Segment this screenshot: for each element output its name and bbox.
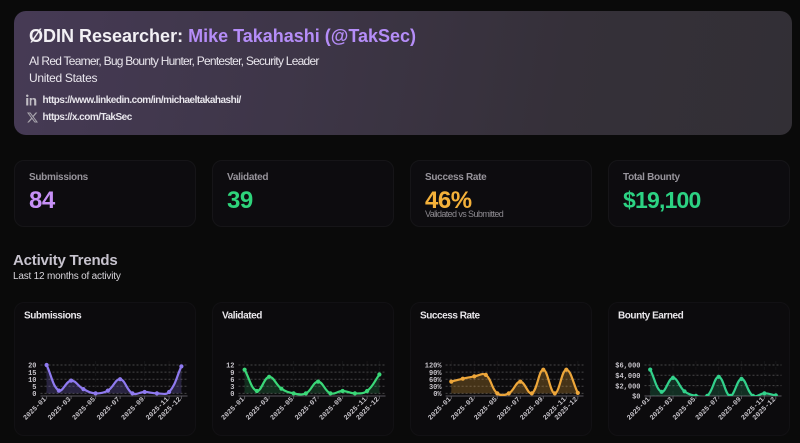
svg-text:9: 9	[230, 369, 234, 377]
svg-text:2025-07: 2025-07	[694, 395, 720, 421]
svg-text:Validated: Validated	[222, 310, 262, 321]
svg-text:12: 12	[226, 362, 234, 370]
svg-text:2025-01: 2025-01	[22, 395, 48, 421]
svg-text:Success Rate: Success Rate	[420, 310, 481, 321]
svg-text:2025-05: 2025-05	[269, 395, 295, 421]
svg-text:2025-05: 2025-05	[672, 395, 698, 421]
svg-text:2025-03: 2025-03	[47, 395, 73, 421]
svg-text:Submissions: Submissions	[24, 310, 82, 321]
svg-text:0: 0	[230, 391, 234, 399]
svg-text:15: 15	[28, 369, 36, 377]
svg-text:20: 20	[28, 362, 36, 370]
svg-text:5: 5	[32, 384, 36, 392]
svg-text:0: 0	[32, 391, 36, 399]
svg-text:2025-03: 2025-03	[649, 395, 675, 421]
svg-text:$0: $0	[632, 393, 640, 401]
svg-text:3: 3	[230, 384, 234, 392]
svg-text:120%: 120%	[425, 362, 443, 370]
svg-text:2025-03: 2025-03	[450, 395, 476, 421]
svg-text:$4,000: $4,000	[615, 373, 640, 381]
svg-text:2025-07: 2025-07	[294, 395, 320, 421]
svg-text:$6,000: $6,000	[615, 362, 640, 370]
svg-text:2025-03: 2025-03	[245, 395, 271, 421]
svg-text:60%: 60%	[429, 376, 442, 384]
svg-text:2025-07: 2025-07	[96, 395, 122, 421]
svg-text:Bounty Earned: Bounty Earned	[618, 310, 684, 321]
svg-text:6: 6	[230, 376, 234, 384]
svg-text:10: 10	[28, 376, 36, 384]
svg-text:2025-05: 2025-05	[71, 395, 97, 421]
svg-text:2025-09: 2025-09	[717, 395, 743, 421]
svg-text:2025-07: 2025-07	[496, 395, 522, 421]
svg-text:0%: 0%	[433, 391, 442, 399]
svg-text:90%: 90%	[429, 369, 442, 377]
svg-text:2025-01: 2025-01	[427, 395, 453, 421]
svg-text:$2,000: $2,000	[615, 383, 640, 391]
svg-text:30%: 30%	[429, 384, 442, 392]
svg-text:2025-09: 2025-09	[519, 395, 545, 421]
svg-text:2025-01: 2025-01	[220, 395, 246, 421]
svg-text:2025-05: 2025-05	[473, 395, 499, 421]
svg-text:2025-09: 2025-09	[318, 395, 344, 421]
svg-text:2025-09: 2025-09	[120, 395, 146, 421]
